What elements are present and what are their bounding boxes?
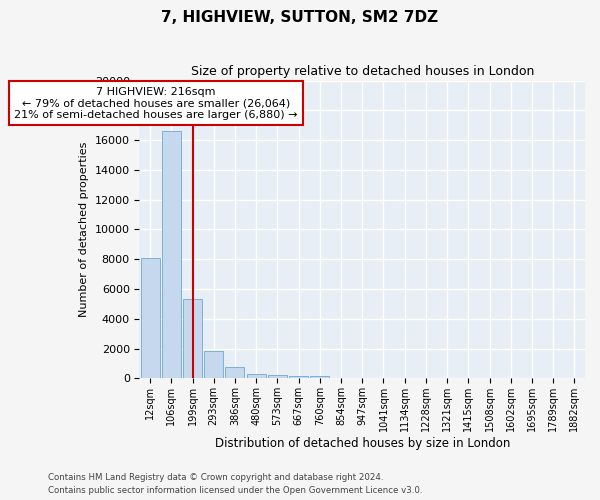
Bar — [247, 374, 266, 378]
Bar — [310, 376, 329, 378]
Bar — [162, 131, 181, 378]
Y-axis label: Number of detached properties: Number of detached properties — [79, 142, 89, 317]
Bar — [226, 367, 244, 378]
Text: 7, HIGHVIEW, SUTTON, SM2 7DZ: 7, HIGHVIEW, SUTTON, SM2 7DZ — [161, 10, 439, 25]
Bar — [183, 300, 202, 378]
Bar — [268, 376, 287, 378]
Bar — [289, 376, 308, 378]
Text: Contains HM Land Registry data © Crown copyright and database right 2024.
Contai: Contains HM Land Registry data © Crown c… — [48, 474, 422, 495]
Text: 7 HIGHVIEW: 216sqm
← 79% of detached houses are smaller (26,064)
21% of semi-det: 7 HIGHVIEW: 216sqm ← 79% of detached hou… — [14, 86, 298, 120]
Bar — [140, 258, 160, 378]
X-axis label: Distribution of detached houses by size in London: Distribution of detached houses by size … — [215, 437, 510, 450]
Title: Size of property relative to detached houses in London: Size of property relative to detached ho… — [191, 65, 534, 78]
Bar — [204, 351, 223, 378]
